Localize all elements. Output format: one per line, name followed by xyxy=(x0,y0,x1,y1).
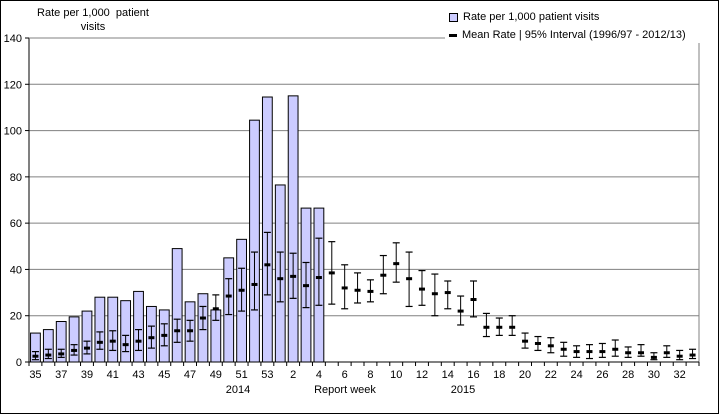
svg-text:12: 12 xyxy=(416,369,428,381)
error-bars-group xyxy=(31,231,697,361)
mean-dash-icon xyxy=(449,33,457,37)
svg-text:16: 16 xyxy=(467,369,479,381)
svg-text:45: 45 xyxy=(158,369,170,381)
legend-item-mean: Mean Rate | 95% Interval (1996/97 - 2012… xyxy=(449,29,705,41)
svg-text:47: 47 xyxy=(184,369,196,381)
x-tick-labels-group: 35 37 39 41 43 45 47 49 51 53 2 4 6 8 10 12 14 16 18 20 22 24… xyxy=(29,369,685,381)
svg-text:0: 0 xyxy=(16,357,22,369)
svg-text:60: 60 xyxy=(10,218,22,230)
legend-item-rate: Rate per 1,000 patient visits xyxy=(449,11,705,23)
svg-text:140: 140 xyxy=(4,33,22,45)
legend-item-mean-label: Mean Rate | 95% Interval (1996/97 - 2012… xyxy=(462,29,686,41)
svg-text:53: 53 xyxy=(261,369,273,381)
svg-text:14: 14 xyxy=(442,369,454,381)
svg-text:51: 51 xyxy=(235,369,247,381)
year-label-2014: 2014 xyxy=(225,384,251,396)
svg-text:2: 2 xyxy=(290,369,296,381)
svg-text:100: 100 xyxy=(4,126,22,138)
svg-text:37: 37 xyxy=(55,369,67,381)
bar-week-46 xyxy=(171,248,183,363)
legend: Rate per 1,000 patient visits Mean Rate … xyxy=(445,9,705,43)
svg-text:8: 8 xyxy=(367,369,373,381)
svg-text:22: 22 xyxy=(545,369,557,381)
svg-text:28: 28 xyxy=(622,369,634,381)
svg-text:40: 40 xyxy=(10,264,22,276)
svg-text:30: 30 xyxy=(648,369,660,381)
bar-swatch-icon xyxy=(449,12,458,22)
bar-week-41 xyxy=(107,296,119,363)
svg-text:39: 39 xyxy=(81,369,93,381)
svg-text:32: 32 xyxy=(674,369,686,381)
svg-text:35: 35 xyxy=(29,369,41,381)
svg-text:43: 43 xyxy=(132,369,144,381)
bar-week-43 xyxy=(133,290,144,363)
chart-title-line1: Rate per 1,000 patient xyxy=(37,7,149,19)
bar-week-2 xyxy=(287,95,299,363)
svg-text:18: 18 xyxy=(493,369,505,381)
svg-text:120: 120 xyxy=(4,79,22,91)
svg-text:41: 41 xyxy=(107,369,119,381)
bar-week-42 xyxy=(120,300,132,363)
svg-text:49: 49 xyxy=(210,369,222,381)
svg-text:6: 6 xyxy=(342,369,348,381)
bar-week-40 xyxy=(94,296,106,363)
svg-text:26: 26 xyxy=(596,369,608,381)
svg-text:4: 4 xyxy=(316,369,322,381)
svg-text:10: 10 xyxy=(390,369,402,381)
svg-text:20: 20 xyxy=(519,369,531,381)
chart-title: Rate per 1,000 patient visits xyxy=(23,6,163,34)
bar-week-53 xyxy=(261,96,273,363)
x-axis-title: Report week xyxy=(314,384,376,396)
svg-text:20: 20 xyxy=(10,311,22,323)
legend-item-rate-label: Rate per 1,000 patient visits xyxy=(463,11,600,23)
y-tick-labels-group: 0 20 40 60 80 100 120 140 xyxy=(4,33,22,369)
bar-week-52 xyxy=(249,119,260,363)
svg-text:24: 24 xyxy=(570,369,582,381)
year-label-2015: 2015 xyxy=(450,384,476,396)
svg-text:80: 80 xyxy=(10,172,22,184)
chart-title-line2: visits xyxy=(80,21,106,33)
